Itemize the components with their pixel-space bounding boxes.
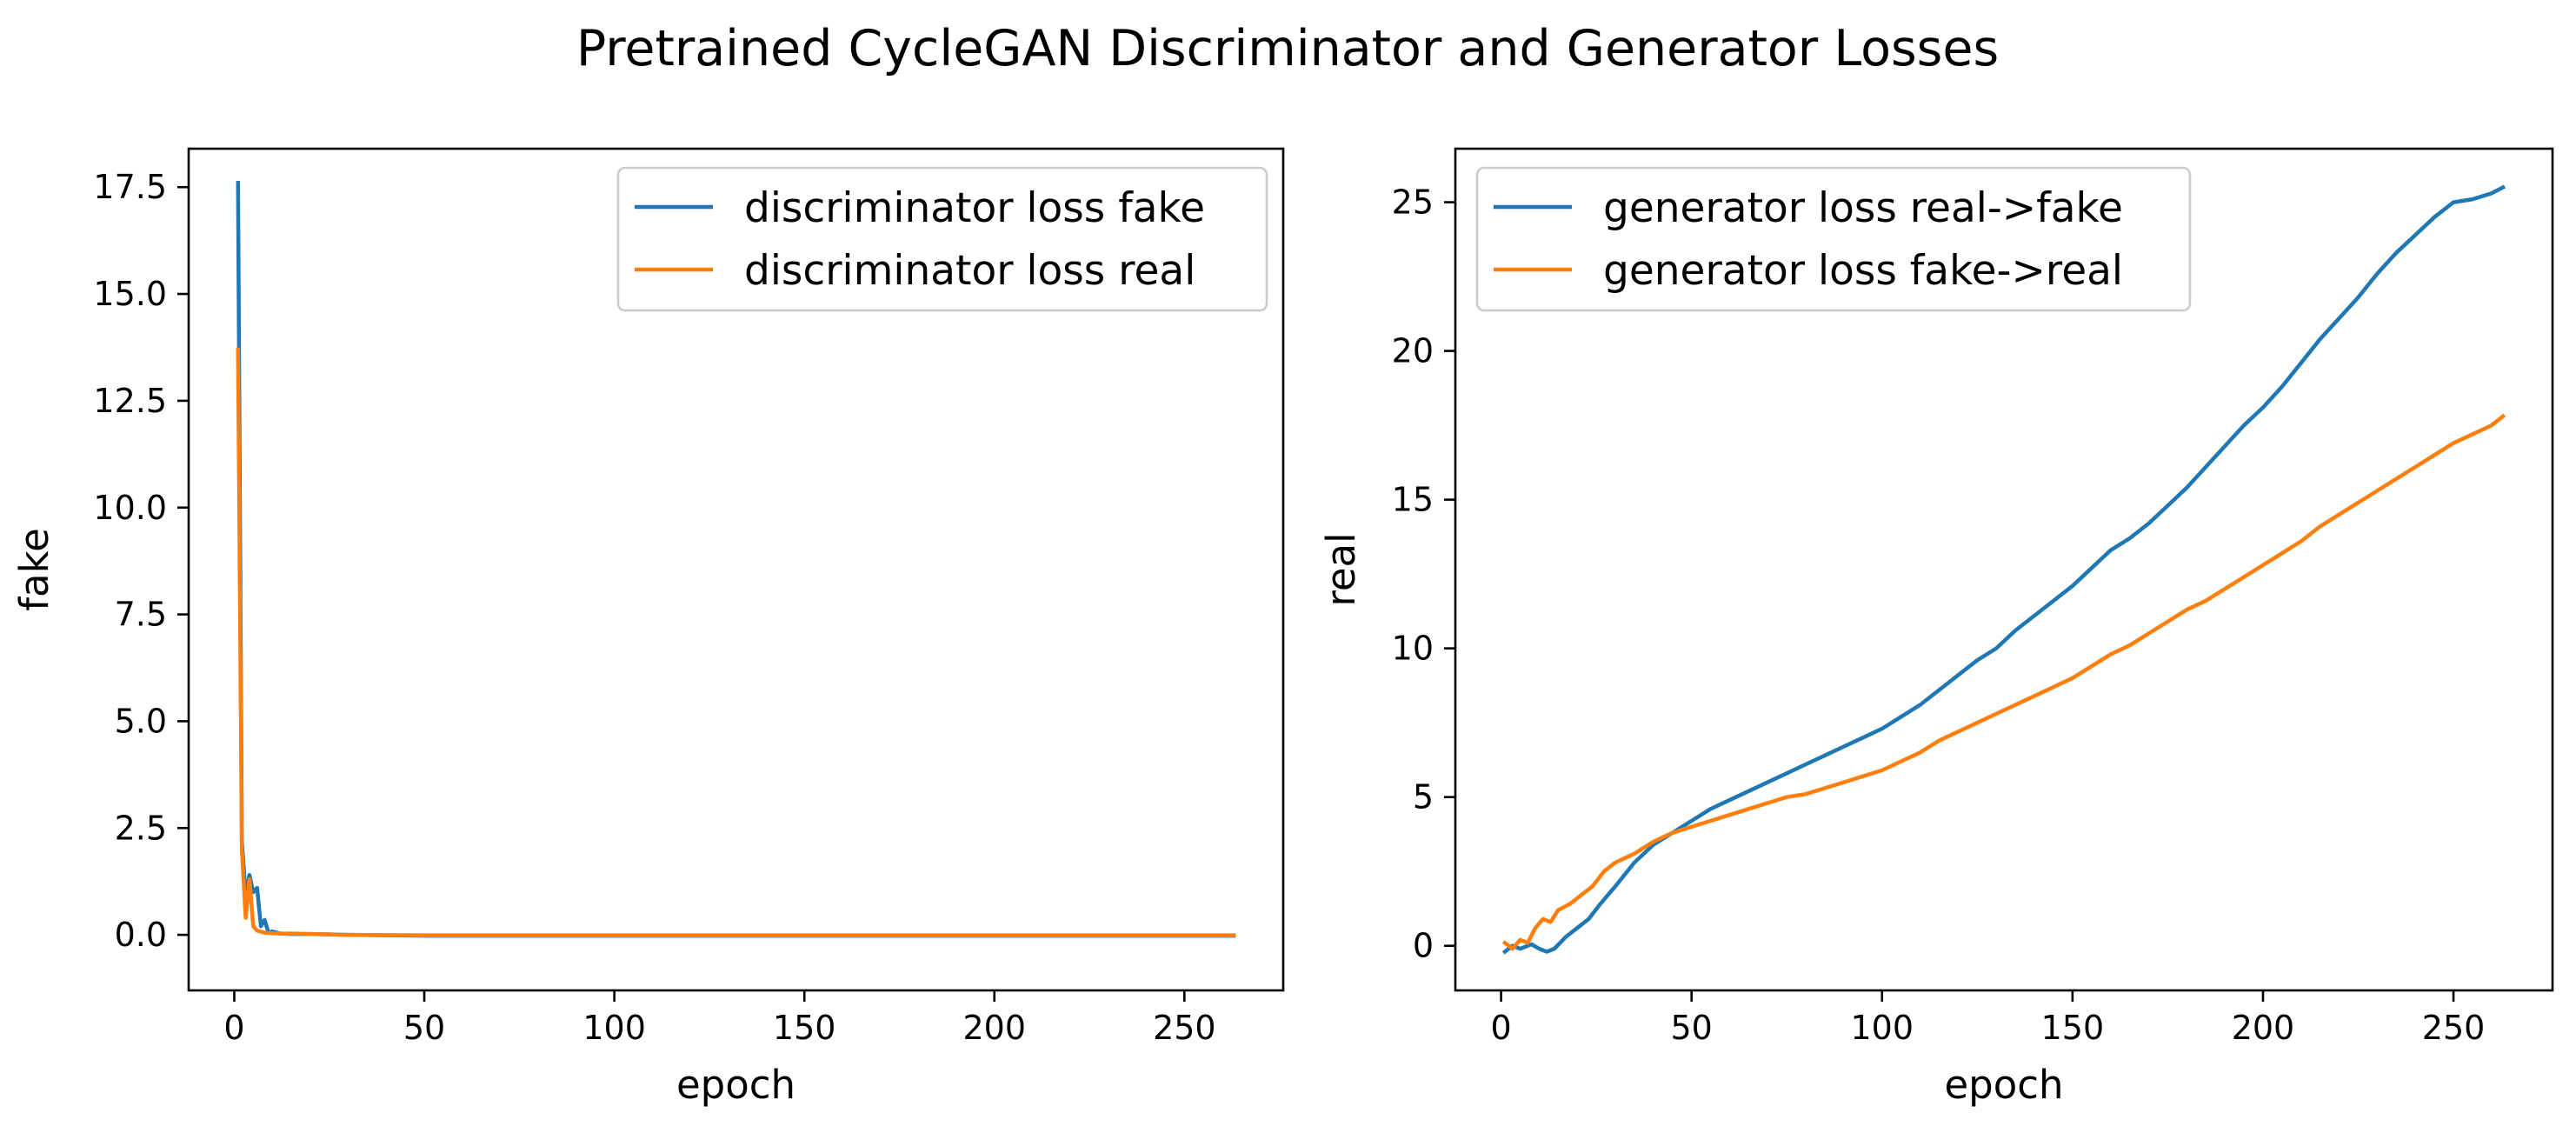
- y-tick-label: 15: [1392, 481, 1434, 519]
- y-tick-label: 7.5: [115, 596, 167, 634]
- x-tick-label: 150: [773, 1009, 836, 1047]
- y-tick-label: 0: [1413, 927, 1434, 965]
- plot-frame: [187, 147, 1285, 992]
- legend: discriminator loss fake discriminator los…: [616, 166, 1268, 312]
- plot-frame: [1454, 147, 2554, 992]
- x-axis-label: epoch: [676, 1062, 795, 1108]
- series-line-disc-1: [236, 347, 1236, 937]
- y-tick-label: 15.0: [93, 275, 167, 313]
- x-tick-label: 150: [2041, 1009, 2105, 1047]
- x-tick-label: 50: [1671, 1009, 1713, 1047]
- y-tick-label: 5.0: [115, 702, 167, 740]
- y-axis-label: real: [1318, 532, 1364, 606]
- x-tick-label: 200: [2232, 1009, 2295, 1047]
- x-tick-label: 0: [1490, 1009, 1511, 1047]
- legend: generator loss real->fake generator loss …: [1475, 166, 2192, 312]
- y-tick-label: 0.0: [115, 916, 167, 954]
- y-tick-label: 25: [1392, 183, 1434, 222]
- x-tick-label: 250: [2422, 1009, 2486, 1047]
- series-line-gen-0: [1501, 184, 2506, 955]
- legend-box: [1475, 166, 2192, 312]
- legend-label: generator loss real->fake: [1603, 184, 2123, 232]
- legend-label: generator loss fake->real: [1603, 247, 2123, 295]
- x-tick-label: 0: [223, 1009, 244, 1047]
- right-chart-panel: 0 50 100 150 200 250 0 5 10 15 20 25 epoch real genera…: [1318, 147, 2554, 1108]
- x-tick-label: 250: [1153, 1009, 1216, 1047]
- y-tick-label: 2.5: [115, 809, 167, 847]
- y-tick-label: 20: [1392, 332, 1434, 370]
- left-chart-panel: 0 50 100 150 200 250 0.0 2.5 5.0 7.5 10.0 12.5 15.0 1…: [11, 147, 1285, 1108]
- x-tick-label: 50: [403, 1009, 445, 1047]
- x-tick-label: 200: [962, 1009, 1026, 1047]
- y-tick-label: 12.5: [93, 382, 167, 420]
- y-axis-label: fake: [11, 528, 57, 611]
- legend-box: [616, 166, 1268, 312]
- legend-label: discriminator loss real: [744, 247, 1195, 295]
- chart-title: Pretrained CycleGAN Discriminator and Ge…: [576, 20, 1999, 77]
- y-tick-label: 10: [1392, 630, 1434, 668]
- series-line-gen-1: [1501, 413, 2506, 951]
- x-axis-label: epoch: [1944, 1062, 2063, 1108]
- x-tick-label: 100: [1851, 1009, 1914, 1047]
- legend-label: discriminator loss fake: [744, 184, 1205, 232]
- y-tick-label: 5: [1413, 778, 1434, 816]
- y-tick-label: 17.5: [93, 168, 167, 206]
- y-tick-label: 10.0: [93, 489, 167, 527]
- x-tick-label: 100: [582, 1009, 646, 1047]
